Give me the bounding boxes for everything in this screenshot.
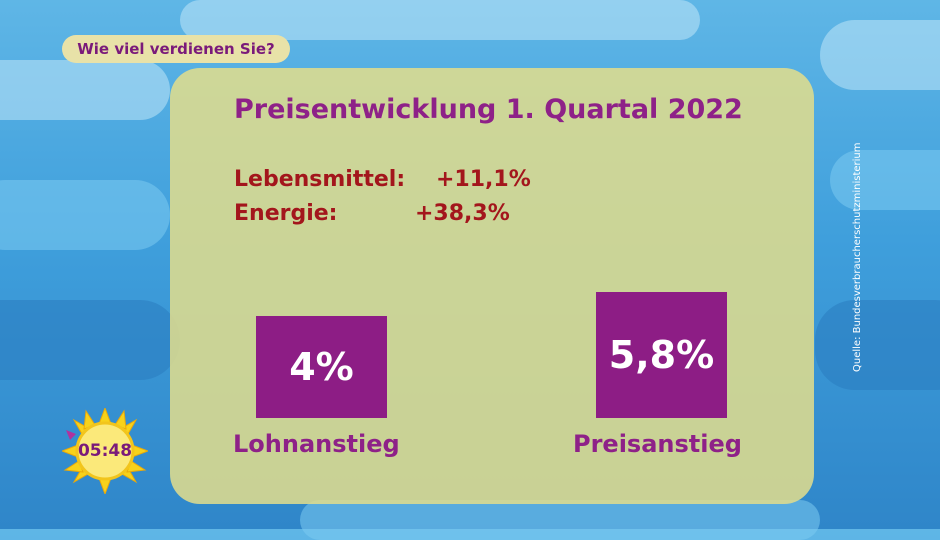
stat-value-energy: +38,3% [415, 201, 510, 226]
stat-label-food: Lebensmittel: [234, 167, 406, 192]
source-note: Quelle: Bundesverbraucherschutzministeri… [852, 142, 863, 372]
clock-time: 05:48 [77, 441, 133, 461]
stat-value-food: +11,1% [436, 167, 531, 192]
wage-increase-box: 4% [256, 316, 387, 418]
wage-increase-label: Lohnanstieg [233, 430, 400, 458]
sun-clock: 05:48 [62, 408, 148, 494]
price-increase-label: Preisanstieg [573, 430, 742, 458]
stat-label-energy: Energie: [234, 201, 338, 226]
topic-pill: Wie viel verdienen Sie? [62, 35, 290, 63]
panel-title: Preisentwicklung 1. Quartal 2022 [234, 94, 743, 125]
price-increase-box: 5,8% [596, 292, 727, 418]
sun-icon [62, 408, 148, 494]
info-panel: Preisentwicklung 1. Quartal 2022 Lebensm… [170, 68, 814, 504]
